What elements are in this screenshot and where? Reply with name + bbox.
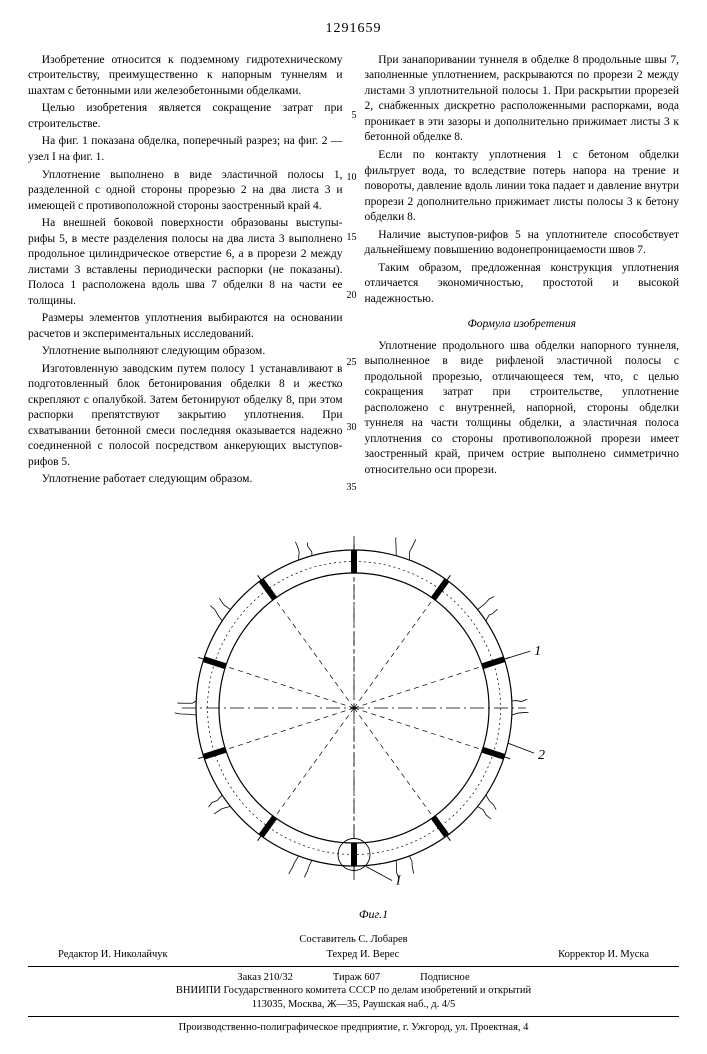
figure-caption: Фиг.1 bbox=[359, 906, 388, 922]
line-number: 30 bbox=[347, 423, 357, 433]
paragraph: На внешней боковой поверхности образован… bbox=[28, 216, 343, 309]
document-number: 1291659 bbox=[28, 20, 679, 39]
paragraph: При занапоривании туннеля в обделке 8 пр… bbox=[365, 53, 680, 146]
text-columns: 5 10 15 20 25 30 35 Изобретение относится к по… bbox=[28, 53, 679, 490]
formula-title: Формула изобретения bbox=[365, 317, 680, 333]
line-number: 5 bbox=[352, 111, 357, 121]
paragraph: Если по контакту уплотнения 1 с бетоном … bbox=[365, 148, 680, 226]
paragraph: Изготовленную заводским путем полосу 1 у… bbox=[28, 362, 343, 471]
corrector: Корректор И. Муска bbox=[558, 948, 649, 962]
divider-2 bbox=[28, 1016, 679, 1017]
line-number: 20 bbox=[347, 291, 357, 301]
paragraph: Таким образом, предложенная конструкция … bbox=[365, 261, 680, 308]
compiler: Составитель С. Лобарев bbox=[28, 933, 679, 947]
footer-block: Заказ 210/32 Тираж 607 Подписное ВНИИПИ … bbox=[28, 971, 679, 1035]
line-number: 25 bbox=[347, 358, 357, 368]
line-number: 10 bbox=[347, 173, 357, 183]
credits-block: Составитель С. Лобарев Редактор И. Никол… bbox=[28, 933, 679, 961]
divider bbox=[28, 966, 679, 967]
figure-1: I 1 2 Фиг.1 bbox=[28, 508, 679, 924]
paragraph: Изобретение относится к подземному гидро… bbox=[28, 53, 343, 100]
paragraph: Уплотнение работает следующим образом. bbox=[28, 472, 343, 488]
paragraph: Размеры элементов уплотнения выбираются … bbox=[28, 311, 343, 342]
right-column: При занапоривании туннеля в обделке 8 пр… bbox=[365, 53, 680, 490]
paragraph: Целью изобретения является сокращение за… bbox=[28, 101, 343, 132]
org-name: ВНИИПИ Государственного комитета СССР по… bbox=[28, 984, 679, 998]
svg-text:I: I bbox=[395, 873, 402, 888]
tirazh: Тираж 607 bbox=[333, 971, 380, 985]
tech-editor: Техред И. Верес bbox=[326, 948, 399, 962]
left-column: 5101520253035 Изобретение относится к по… bbox=[28, 53, 343, 490]
paragraph: Уплотнение выполнено в виде эластичной п… bbox=[28, 168, 343, 215]
paragraph: На фиг. 1 показана обделка, поперечный р… bbox=[28, 134, 343, 165]
paragraph: Наличие выступов-рифов 5 на уплотнителе … bbox=[365, 228, 680, 259]
line-number: 35 bbox=[347, 483, 357, 493]
podpisnoye: Подписное bbox=[420, 971, 469, 985]
production: Производственно-полиграфическое предприя… bbox=[28, 1021, 679, 1035]
formula-paragraph: Уплотнение продольного шва обделки напор… bbox=[365, 339, 680, 479]
paragraph: Уплотнение выполняют следующим образом. bbox=[28, 344, 343, 360]
svg-text:2: 2 bbox=[538, 748, 545, 763]
order-number: Заказ 210/32 bbox=[237, 971, 292, 985]
line-number: 15 bbox=[347, 233, 357, 243]
editor: Редактор И. Николайчук bbox=[58, 948, 168, 962]
svg-text:1: 1 bbox=[534, 644, 541, 659]
